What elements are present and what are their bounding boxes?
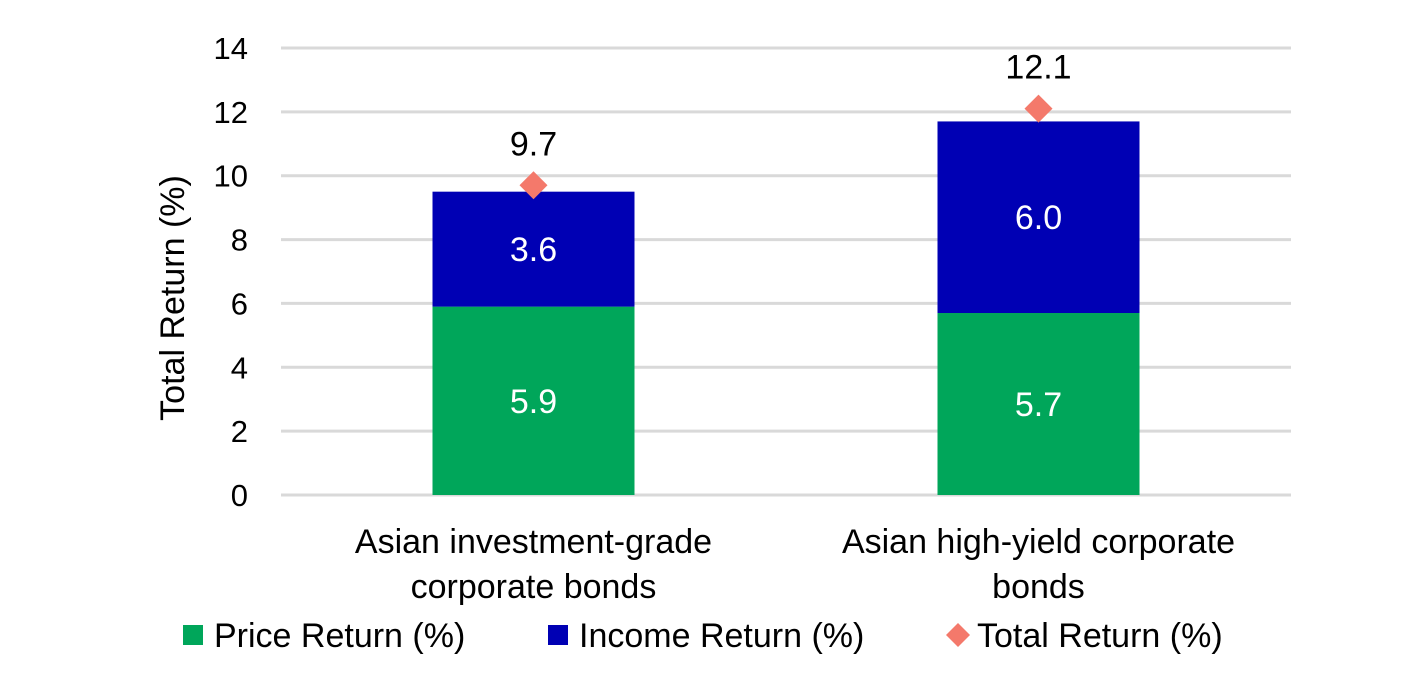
x-category-label: corporate bonds xyxy=(411,568,657,606)
x-category-label: bonds xyxy=(992,568,1085,606)
total-value-label: 12.1 xyxy=(1005,49,1071,87)
bar-value-label: 3.6 xyxy=(510,231,557,269)
legend-price-return-label: Price Return (%) xyxy=(214,617,465,655)
y-tick-label: 6 xyxy=(231,286,248,321)
y-tick-label: 14 xyxy=(214,31,248,66)
legend-total-return-swatch xyxy=(946,623,970,647)
y-axis-title: Total Return (%) xyxy=(154,175,192,421)
bar-segment xyxy=(432,306,635,495)
legend-income-return-label: Income Return (%) xyxy=(579,617,864,655)
bar-segment xyxy=(937,313,1140,495)
y-tick-label: 8 xyxy=(231,223,248,258)
y-tick-label: 10 xyxy=(214,159,248,194)
bar-segment xyxy=(432,191,635,307)
bar-value-label: 5.9 xyxy=(510,383,557,421)
y-tick-label: 2 xyxy=(231,414,248,449)
bar-value-label: 5.7 xyxy=(1015,386,1062,424)
legend-total-return-label: Total Return (%) xyxy=(977,617,1223,655)
y-tick-label: 4 xyxy=(231,350,248,385)
y-tick-label: 12 xyxy=(214,95,248,130)
legend-income-return-swatch xyxy=(548,625,568,645)
total-marker xyxy=(519,171,548,200)
x-category-label: Asian high-yield corporate xyxy=(842,523,1235,561)
legend-price-return-swatch xyxy=(183,625,203,645)
bar-segment xyxy=(937,121,1140,314)
y-tick-label: 0 xyxy=(231,478,248,513)
total-marker xyxy=(1024,94,1053,123)
total-value-label: 9.7 xyxy=(510,125,557,163)
bar-value-label: 6.0 xyxy=(1015,199,1062,237)
x-category-label: Asian investment-grade xyxy=(355,523,712,561)
